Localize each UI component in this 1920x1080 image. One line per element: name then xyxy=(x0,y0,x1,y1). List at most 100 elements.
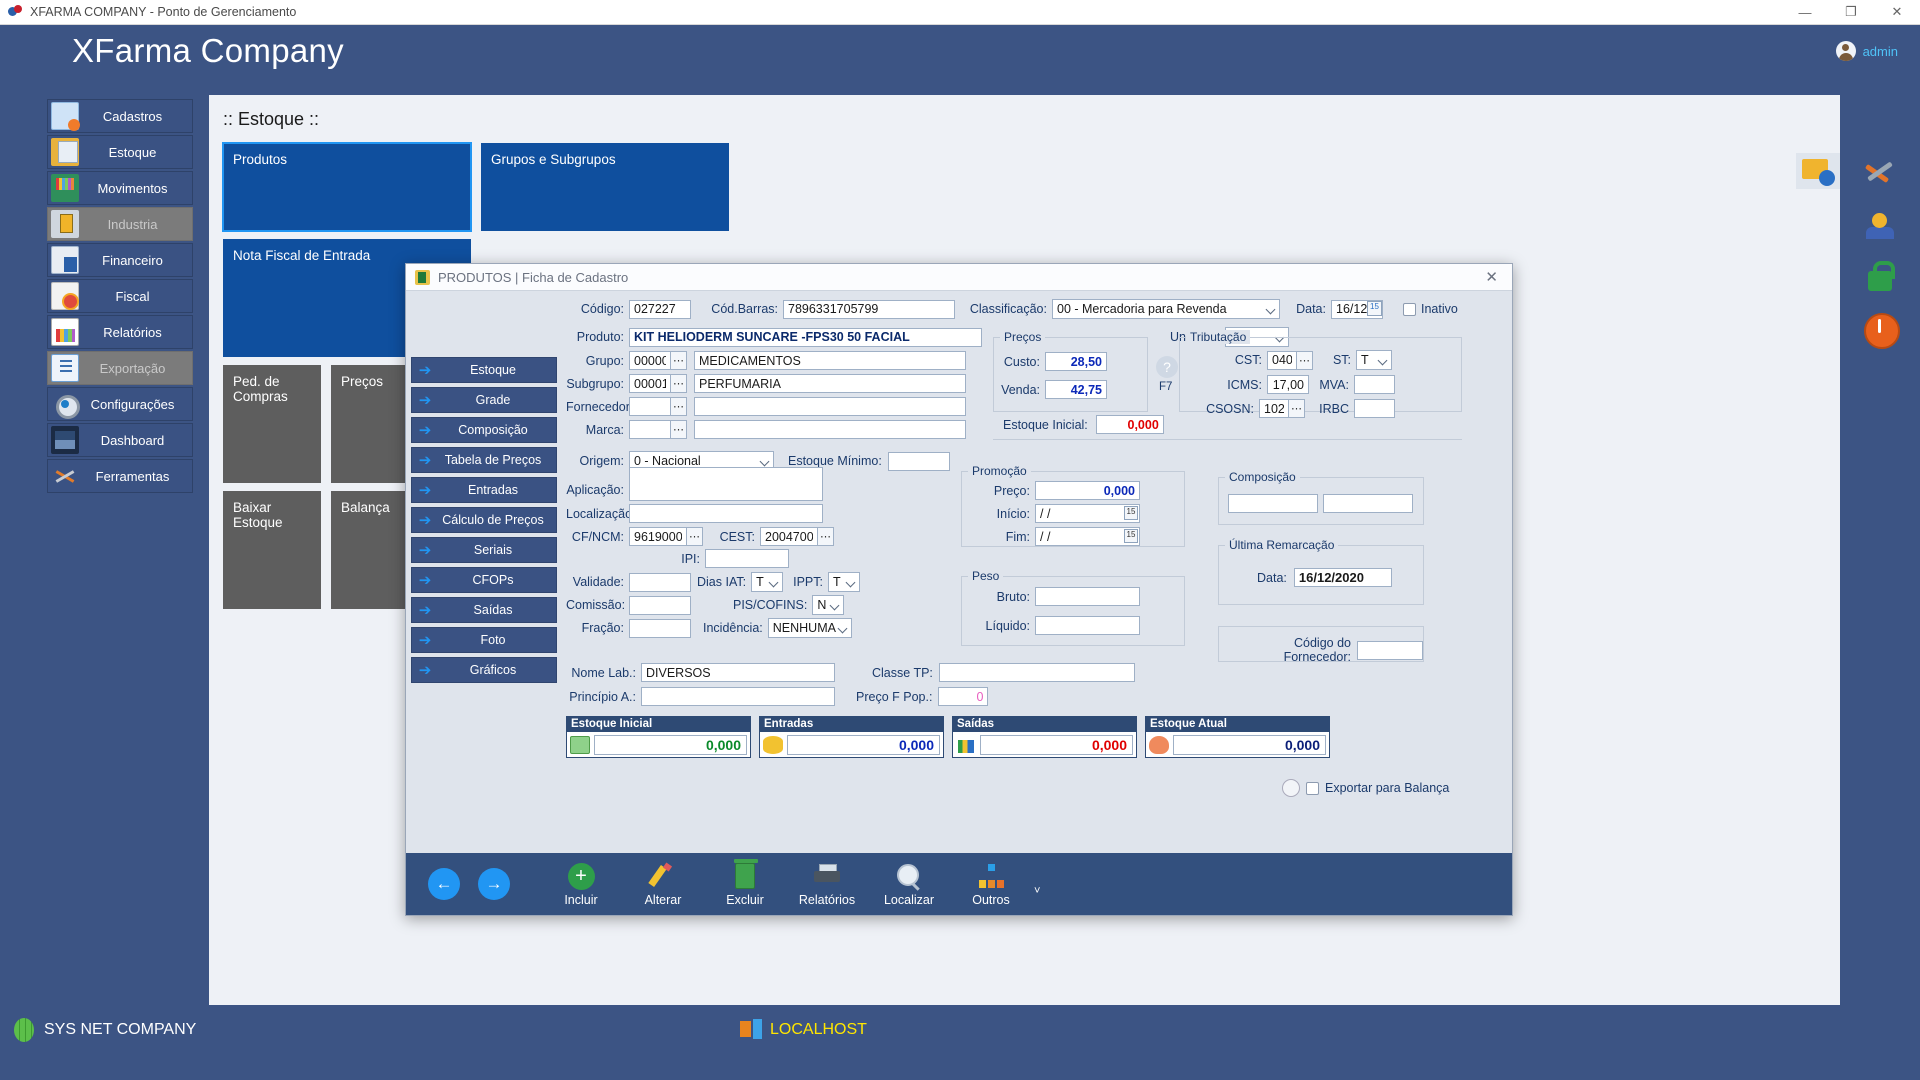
mva-input[interactable] xyxy=(1354,375,1395,394)
venda-input[interactable] xyxy=(1045,380,1107,399)
estoque-minimo-input[interactable] xyxy=(887,451,950,471)
principio-input[interactable] xyxy=(641,687,835,706)
help-icon[interactable]: ? xyxy=(1156,356,1178,378)
grupo-code-input[interactable] xyxy=(629,351,671,370)
pis-cofins-select[interactable]: N xyxy=(812,595,845,615)
sidebar-item-estoque[interactable]: Estoque xyxy=(47,135,193,169)
dialog-tab-estoque[interactable]: ➔ Estoque xyxy=(411,357,557,383)
codigo-input[interactable] xyxy=(629,299,691,319)
dialog-tab-entradas[interactable]: ➔ Entradas xyxy=(411,477,557,503)
composicao-input-1[interactable] xyxy=(1228,494,1318,513)
sidebar-item-relatorios[interactable]: Relatórios xyxy=(47,315,193,349)
icms-input[interactable] xyxy=(1267,375,1309,394)
fracao-input[interactable] xyxy=(629,618,691,638)
promocao-inicio-input[interactable] xyxy=(1035,504,1140,523)
csosn-input[interactable] xyxy=(1259,399,1289,418)
cfncm-browse-button[interactable]: ⋯ xyxy=(686,527,703,546)
validade-input[interactable] xyxy=(629,572,691,592)
outros-more-icon[interactable]: ˅ xyxy=(1034,885,1041,897)
excluir-button[interactable]: Excluir xyxy=(704,859,786,907)
promocao-inicio-calendar-icon[interactable]: 15 xyxy=(1124,506,1138,520)
sidebar-item-financeiro[interactable]: Financeiro xyxy=(47,243,193,277)
dialog-tab-foto[interactable]: ➔ Foto xyxy=(411,627,557,653)
window-gear-icon[interactable] xyxy=(1796,153,1840,189)
relatorios-button[interactable]: Relatórios xyxy=(786,861,868,907)
marca-code-input[interactable] xyxy=(629,420,671,439)
csosn-browse-button[interactable]: ⋯ xyxy=(1288,399,1305,418)
cfncm-input[interactable] xyxy=(629,527,687,546)
estoque-inicial-input[interactable] xyxy=(1095,415,1164,434)
dialog-tab-graficos[interactable]: ➔ Gráficos xyxy=(411,657,557,683)
dialog-close-icon[interactable]: ✕ xyxy=(1485,269,1498,286)
codbarras-input[interactable] xyxy=(783,299,955,319)
subgrupo-name-input[interactable] xyxy=(694,374,966,393)
maximize-button[interactable]: ❐ xyxy=(1845,4,1857,19)
tile-baixar-estoque[interactable]: Baixar Estoque xyxy=(223,491,321,609)
nome-lab-input[interactable] xyxy=(641,663,835,682)
fornecedor-name-input[interactable] xyxy=(694,397,966,416)
cst-input[interactable] xyxy=(1267,350,1297,370)
promocao-fim-calendar-icon[interactable]: 15 xyxy=(1124,529,1138,543)
composicao-input-2[interactable] xyxy=(1323,494,1413,513)
ipi-input[interactable] xyxy=(705,549,789,568)
power-icon[interactable] xyxy=(1858,307,1902,351)
dialog-tab-calculo-de-precos[interactable]: ➔ Cálculo de Preços xyxy=(411,507,557,533)
dialog-tab-seriais[interactable]: ➔ Seriais xyxy=(411,537,557,563)
custo-input[interactable] xyxy=(1045,352,1107,371)
outros-button[interactable]: Outros xyxy=(950,861,1032,907)
preco-f-pop-input[interactable] xyxy=(938,687,989,706)
dialog-tab-composicao[interactable]: ➔ Composição xyxy=(411,417,557,443)
subgrupo-browse-button[interactable]: ⋯ xyxy=(670,374,687,393)
peso-liquido-input[interactable] xyxy=(1035,616,1140,635)
inativo-checkbox[interactable] xyxy=(1403,302,1416,316)
marca-name-input[interactable] xyxy=(694,420,966,439)
prev-record-button[interactable]: ← xyxy=(428,868,460,900)
classe-tp-input[interactable] xyxy=(938,663,1135,682)
sidebar-item-configuracoes[interactable]: Configurações xyxy=(47,387,193,421)
localizar-button[interactable]: Localizar xyxy=(868,861,950,907)
dialog-tab-cfops[interactable]: ➔ CFOPs xyxy=(411,567,557,593)
cest-browse-button[interactable]: ⋯ xyxy=(817,527,834,546)
classificacao-select[interactable]: 00 - Mercadoria para Revenda xyxy=(1052,299,1280,319)
localizacao-input[interactable] xyxy=(629,504,823,523)
tile-ped-de-compras[interactable]: Ped. de Compras xyxy=(223,365,321,483)
close-button[interactable]: ✕ xyxy=(1891,4,1903,19)
cest-input[interactable] xyxy=(760,527,818,546)
ippt-select[interactable]: T xyxy=(827,572,860,592)
marca-browse-button[interactable]: ⋯ xyxy=(670,420,687,439)
dialog-tab-saidas[interactable]: ➔ Saídas xyxy=(411,597,557,623)
grupo-browse-button[interactable]: ⋯ xyxy=(670,351,687,370)
sidebar-item-fiscal[interactable]: Fiscal xyxy=(47,279,193,313)
alterar-button[interactable]: Alterar xyxy=(622,861,704,907)
subgrupo-code-input[interactable] xyxy=(629,374,671,393)
cod-fornecedor-input[interactable] xyxy=(1357,640,1423,660)
calendar-icon[interactable]: 15 xyxy=(1367,300,1382,316)
remarcacao-data-input[interactable] xyxy=(1293,568,1392,587)
tile-grupos-e-subgrupos[interactable]: Grupos e Subgrupos xyxy=(481,143,729,231)
dias-iat-select[interactable]: T xyxy=(751,572,784,592)
dialog-tab-tabela-de-precos[interactable]: ➔ Tabela de Preços xyxy=(411,447,557,473)
minimize-button[interactable]: — xyxy=(1798,4,1812,20)
sidebar-item-cadastros[interactable]: Cadastros xyxy=(47,99,193,133)
promocao-fim-input[interactable] xyxy=(1035,527,1140,546)
sidebar-item-movimentos[interactable]: Movimentos xyxy=(47,171,193,205)
sidebar-item-ferramentas[interactable]: Ferramentas xyxy=(47,459,193,493)
promocao-preco-input[interactable] xyxy=(1035,481,1140,500)
aplicacao-input[interactable] xyxy=(629,467,823,501)
sidebar-item-dashboard[interactable]: Dashboard xyxy=(47,423,193,457)
irbc-input[interactable] xyxy=(1354,399,1395,418)
tile-produtos[interactable]: Produtos xyxy=(222,142,472,232)
comissao-input[interactable] xyxy=(629,595,691,615)
incidencia-select[interactable]: NENHUMA xyxy=(767,618,852,638)
next-record-button[interactable]: → xyxy=(478,868,510,900)
exportar-balanca-checkbox[interactable] xyxy=(1306,781,1319,795)
peso-bruto-input[interactable] xyxy=(1035,587,1140,606)
origem-select[interactable]: 0 - Nacional xyxy=(629,451,774,471)
fornecedor-browse-button[interactable]: ⋯ xyxy=(670,397,687,416)
dialog-tab-grade[interactable]: ➔ Grade xyxy=(411,387,557,413)
fornecedor-code-input[interactable] xyxy=(629,397,671,416)
st-select[interactable]: T xyxy=(1356,350,1392,370)
cst-browse-button[interactable]: ⋯ xyxy=(1296,350,1313,370)
lock-icon[interactable] xyxy=(1858,255,1902,299)
incluir-button[interactable]: + Incluir xyxy=(540,861,622,907)
